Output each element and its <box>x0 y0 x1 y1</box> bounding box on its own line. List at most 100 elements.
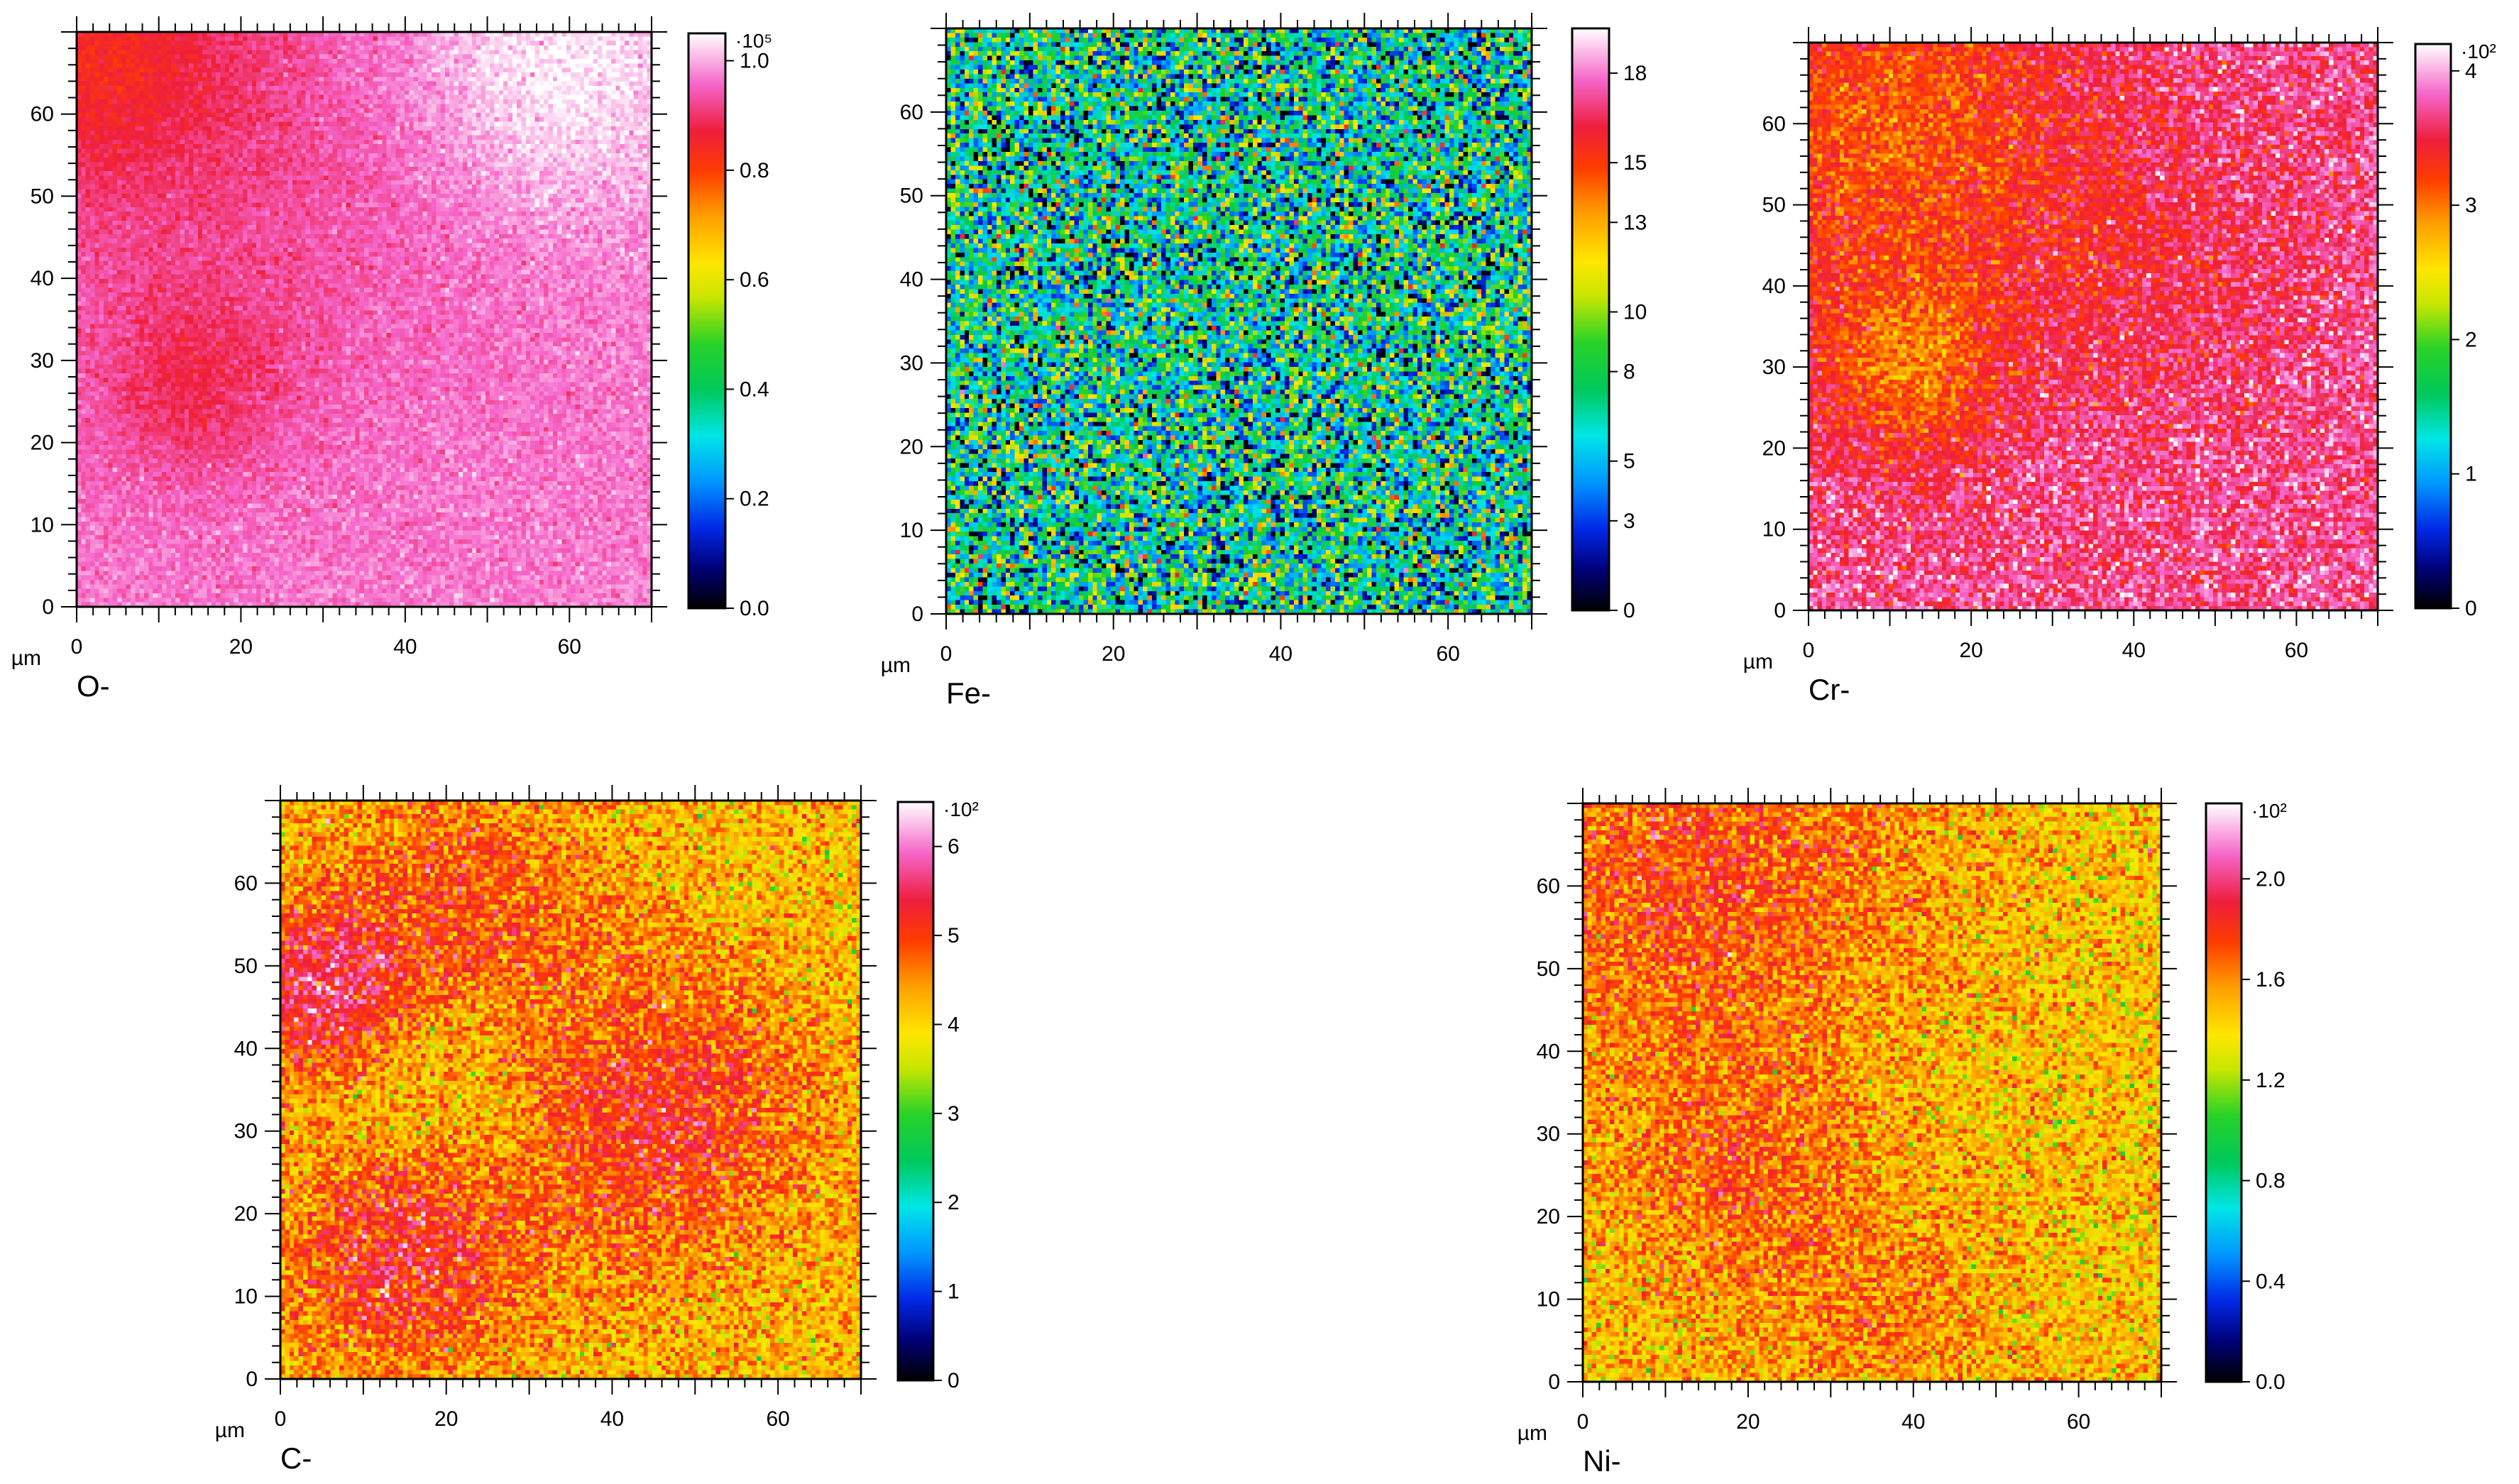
axis-unit-label: µm <box>11 647 41 670</box>
heatmap-panel: 0 20 40 60 0 10 20 30 40 50 60 µm Fe- 0 3 5 8 10 13 15 18 <box>881 13 1647 710</box>
x-tick-label: 0 <box>940 642 953 666</box>
colorbar-tick-label: 1 <box>948 1280 960 1304</box>
y-tick-label: 10 <box>1537 1288 1560 1312</box>
y-tick-label: 0 <box>1774 599 1786 622</box>
x-tick-label: 60 <box>766 1407 789 1431</box>
colorbar-tick-label: 6 <box>948 835 960 859</box>
y-tick-label: 20 <box>234 1202 258 1226</box>
y-tick-label: 10 <box>31 513 54 537</box>
x-tick-label: 20 <box>1959 639 1982 662</box>
colorbar-exponent: ·10² <box>2251 800 2287 822</box>
colorbar-tick-label: 15 <box>1623 151 1647 175</box>
ion-label: O- <box>77 669 110 703</box>
colorbar-tick-label: 0.4 <box>2256 1270 2285 1293</box>
y-tick-label: 20 <box>1762 436 1786 460</box>
x-tick-label: 0 <box>1577 1410 1589 1434</box>
x-tick-label: 40 <box>393 635 417 659</box>
y-tick-label: 20 <box>900 435 923 458</box>
ion-label: Fe- <box>946 676 991 710</box>
y-tick-label: 50 <box>1762 194 1786 217</box>
x-tick-label: 0 <box>71 635 83 659</box>
colorbar-tick-label: 13 <box>1623 211 1647 234</box>
colorbar <box>896 801 935 1382</box>
y-tick-label: 0 <box>42 595 54 619</box>
colorbar-tick-label: 3 <box>1623 510 1635 533</box>
y-tick-label: 30 <box>1537 1123 1560 1146</box>
colorbar-tick-label: 0.0 <box>740 597 769 620</box>
y-tick-label: 20 <box>31 432 54 455</box>
y-tick-label: 50 <box>31 185 54 208</box>
y-tick-label: 40 <box>234 1037 258 1060</box>
y-tick-label: 60 <box>1762 112 1786 136</box>
plot-frame <box>279 799 862 1380</box>
ion-label: Ni- <box>1583 1444 1621 1478</box>
y-tick-label: 60 <box>31 103 54 126</box>
y-tick-label: 50 <box>1537 957 1560 981</box>
y-tick-label: 20 <box>1537 1205 1560 1229</box>
y-tick-label: 40 <box>1762 275 1786 298</box>
colorbar-tick-label: 18 <box>1623 62 1647 85</box>
y-tick-label: 30 <box>900 351 923 375</box>
y-tick-label: 0 <box>1548 1370 1560 1394</box>
colorbar-tick-label: 0.4 <box>740 378 769 401</box>
colorbar-tick-label: 1.6 <box>2256 968 2285 991</box>
colorbar-tick-label: 0 <box>1623 599 1635 622</box>
colorbar-tick-label: 5 <box>948 924 960 947</box>
colorbar-tick-label: 1.2 <box>2256 1069 2285 1092</box>
plot-frame <box>75 31 653 608</box>
plot-frame <box>1807 41 2379 612</box>
x-tick-label: 60 <box>558 635 581 659</box>
colorbar-exponent: ·10⁵ <box>735 30 772 52</box>
y-tick-label: 0 <box>246 1368 258 1391</box>
y-tick-label: 0 <box>911 603 923 626</box>
colorbar-tick-label: 2 <box>2465 328 2477 351</box>
y-tick-label: 50 <box>234 955 258 978</box>
colorbar-tick-label: 2.0 <box>2256 867 2285 891</box>
colorbar <box>1571 27 1610 612</box>
x-tick-label: 40 <box>1269 642 1293 666</box>
colorbar-tick-label: 0.0 <box>2256 1370 2285 1394</box>
x-tick-label: 20 <box>1736 1410 1760 1434</box>
y-tick-label: 60 <box>900 101 923 124</box>
colorbar-tick-label: 4 <box>2465 60 2477 83</box>
plot-frame <box>1581 802 2163 1383</box>
heatmap-panel: 0 20 40 60 0 10 20 30 40 50 60 µm O- 0.0 0.2 0.4 0.6 0.8 1… <box>11 16 772 703</box>
heatmap-image <box>1809 43 2378 610</box>
colorbar-tick-label: 4 <box>948 1013 960 1036</box>
colorbar-tick-label: 1 <box>2465 463 2477 486</box>
colorbar-tick-label: 5 <box>1623 450 1635 473</box>
axis-unit-label: µm <box>881 654 911 677</box>
y-tick-label: 30 <box>31 349 54 373</box>
colorbar-tick-label: 3 <box>948 1102 960 1126</box>
colorbar-tick-label: 10 <box>1623 300 1647 324</box>
x-tick-label: 40 <box>1901 1410 1925 1434</box>
y-tick-label: 10 <box>900 519 923 542</box>
axis-unit-label: µm <box>1518 1422 1547 1445</box>
heatmap-panel: 0 20 40 60 0 10 20 30 40 50 60 µm C- 0 1 2 3 4 5 6 ·10² <box>215 785 979 1475</box>
colorbar <box>2205 802 2243 1383</box>
x-tick-label: 60 <box>2285 639 2308 662</box>
plot-frame <box>945 27 1533 615</box>
colorbar <box>2414 43 2452 610</box>
colorbar-tick-label: 8 <box>1623 361 1635 384</box>
y-tick-label: 30 <box>1762 356 1786 379</box>
heatmap-panel: 0 20 40 60 0 10 20 30 40 50 60 µm Cr- 0 1 2 3 4·10² <box>1743 27 2496 706</box>
heatmap-image <box>280 801 861 1379</box>
x-tick-label: 0 <box>1803 639 1815 662</box>
axis-unit-label: µm <box>215 1419 245 1442</box>
y-tick-label: 60 <box>1537 874 1560 898</box>
y-tick-label: 60 <box>234 872 258 895</box>
y-tick-label: 40 <box>900 268 923 292</box>
colorbar-exponent: ·10² <box>2461 40 2496 62</box>
ion-label: Cr- <box>1809 673 1850 706</box>
ion-label: C- <box>280 1441 312 1475</box>
x-tick-label: 20 <box>229 635 253 659</box>
colorbar-tick-label: 2 <box>948 1191 960 1214</box>
colorbar <box>687 32 727 610</box>
heatmap-panel: 0 20 40 60 0 10 20 30 40 50 60 µm Ni- 0.0 0.4 0.8 1.2 1.6… <box>1518 788 2287 1478</box>
colorbar-tick-label: 1.0 <box>740 50 769 73</box>
x-tick-label: 0 <box>275 1407 287 1431</box>
y-tick-label: 10 <box>1762 518 1786 542</box>
colorbar-tick-label: 0.8 <box>740 159 769 182</box>
